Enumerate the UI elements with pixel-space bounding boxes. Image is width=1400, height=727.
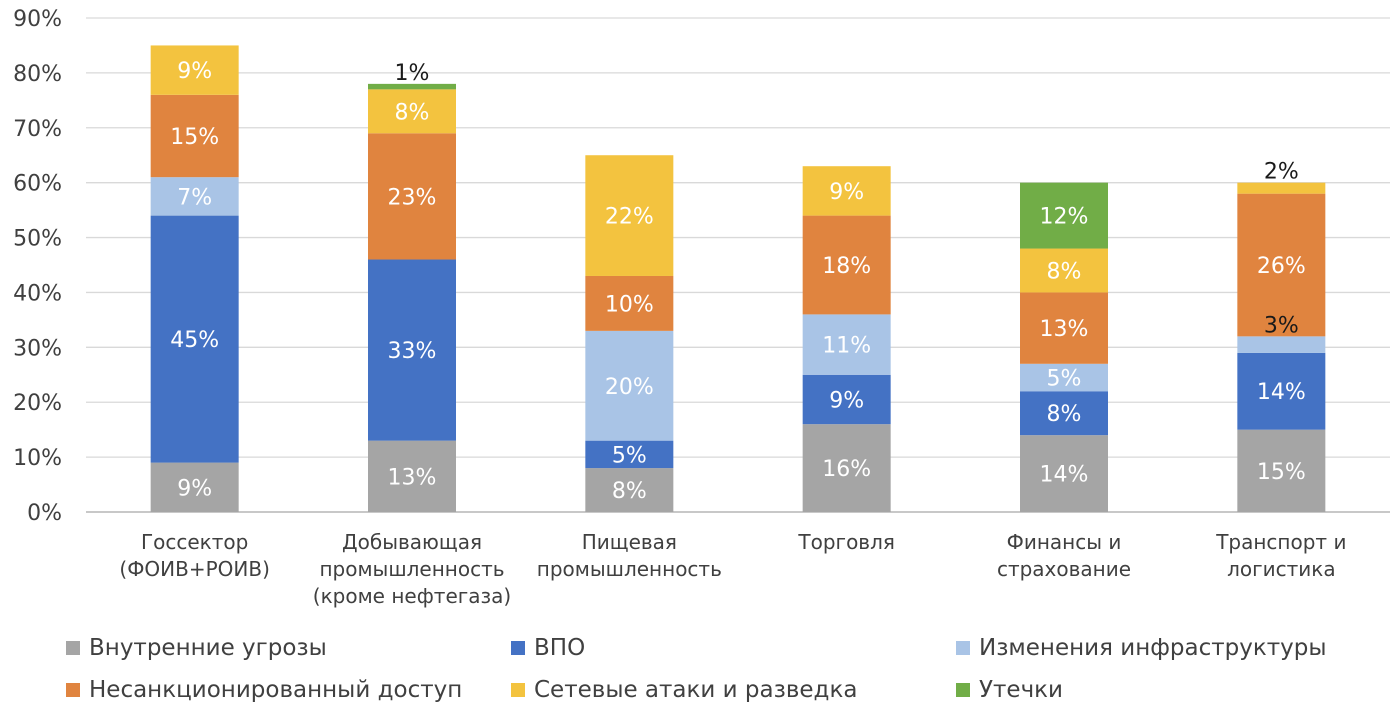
legend-label: Несанкционированный доступ: [89, 677, 463, 703]
legend-swatch: [511, 683, 525, 697]
legend-label: Утечки: [979, 677, 1063, 703]
bar-segment: [802, 215, 891, 315]
bar-segment: [150, 215, 239, 463]
bar-segment: [1020, 391, 1108, 436]
bar-segment: [802, 424, 891, 512]
data-label: 9%: [829, 388, 864, 413]
y-tick-label: 20%: [13, 391, 62, 416]
bar-segment: [585, 468, 674, 512]
data-label: 15%: [1257, 460, 1306, 485]
data-label: 8%: [395, 100, 430, 125]
data-label: 8%: [612, 479, 647, 504]
data-label: 13%: [1040, 317, 1089, 342]
data-label: 9%: [177, 59, 212, 84]
y-tick-label: 80%: [13, 62, 62, 87]
legend-item-malware: ВПО: [511, 633, 585, 663]
bar-segment: [368, 259, 456, 441]
bar-segment: [1020, 248, 1108, 293]
bar-segment: [1020, 292, 1108, 364]
data-label: 22%: [605, 205, 654, 230]
y-tick-label: 60%: [13, 172, 62, 197]
bar-segment: [585, 330, 674, 441]
legend-item-unauthorized-access: Несанкционированный доступ: [66, 675, 462, 705]
bar-segment: [802, 314, 891, 375]
bar-segment: [1020, 363, 1108, 392]
data-label: 12%: [1040, 205, 1089, 230]
data-label: 7%: [177, 185, 212, 210]
bar-segment: [368, 133, 456, 260]
bar-segment: [1237, 182, 1326, 194]
data-label: 1%: [395, 61, 430, 86]
category-label: Добывающая промышленность (кроме нефтегаза…: [313, 530, 511, 608]
category-label: Госсектор (ФОИВ+РОИВ): [119, 530, 270, 581]
category-label: Транспорт и логистика: [1215, 530, 1346, 581]
data-label: 5%: [1047, 367, 1082, 392]
category-label: Пищевая промышленность: [537, 530, 722, 581]
data-label: 8%: [1047, 402, 1082, 427]
data-label: 5%: [612, 443, 647, 468]
data-label: 3%: [1264, 313, 1299, 338]
data-label: 8%: [1047, 259, 1082, 284]
data-label: 45%: [170, 328, 219, 353]
legend-swatch: [956, 683, 970, 697]
y-tick-label: 70%: [13, 117, 62, 142]
legend: Внутренние угрозы ВПО Изменения инфрастр…: [0, 628, 1400, 727]
bar-segment: [1237, 336, 1326, 353]
bar-segment: [1237, 429, 1326, 512]
data-label: 10%: [605, 292, 654, 317]
data-label: 26%: [1257, 254, 1306, 279]
y-tick-label: 10%: [13, 446, 62, 471]
category-label: Финансы и страхование: [997, 530, 1131, 581]
bar-segment: [150, 94, 239, 178]
bar-segment: [150, 177, 239, 216]
bar-segment: [802, 374, 891, 425]
bar-segment: [802, 166, 891, 216]
data-label: 14%: [1257, 380, 1306, 405]
legend-item-network-attacks: Сетевые атаки и разведка: [511, 675, 857, 705]
bar-segment: [368, 89, 456, 134]
bar-segment: [585, 155, 674, 276]
data-label: 18%: [822, 254, 871, 279]
data-label: 20%: [605, 375, 654, 400]
legend-label: ВПО: [534, 635, 586, 661]
data-label: 9%: [829, 180, 864, 205]
data-label: 16%: [822, 457, 871, 482]
data-label: 33%: [388, 339, 437, 364]
y-tick-label: 50%: [13, 227, 62, 252]
bar-segment: [1237, 352, 1326, 430]
legend-item-leaks: Утечки: [956, 675, 1063, 705]
data-label: 2%: [1264, 160, 1299, 185]
bar-segment: [585, 440, 674, 469]
bar-segment: [1020, 435, 1108, 512]
legend-label: Внутренние угрозы: [89, 635, 327, 661]
legend-label: Изменения инфраструктуры: [979, 635, 1327, 661]
category-label: Торговля: [797, 530, 895, 554]
data-label: 23%: [388, 185, 437, 210]
legend-swatch: [511, 641, 525, 655]
y-tick-label: 0%: [27, 501, 62, 526]
bar-segment: [150, 462, 239, 512]
legend-item-internal-threats: Внутренние угрозы: [66, 633, 327, 663]
legend-swatch: [66, 641, 80, 655]
bar-segment: [1020, 182, 1108, 249]
legend-swatch: [956, 641, 970, 655]
legend-label: Сетевые атаки и разведка: [534, 677, 858, 703]
bar-segment: [150, 45, 239, 95]
data-label: 15%: [170, 125, 219, 150]
bar-segment: [585, 275, 674, 331]
bar-segment: [1237, 193, 1326, 337]
bar-segment: [368, 83, 456, 90]
data-label: 11%: [822, 334, 871, 359]
legend-item-infrastructure-changes: Изменения инфраструктуры: [956, 633, 1327, 663]
y-tick-label: 30%: [13, 336, 62, 361]
data-label: 14%: [1040, 463, 1089, 488]
y-tick-label: 40%: [13, 281, 62, 306]
data-label: 9%: [177, 476, 212, 501]
y-tick-label: 90%: [13, 7, 62, 32]
legend-swatch: [66, 683, 80, 697]
data-label: 13%: [388, 465, 437, 490]
bar-segment: [368, 440, 456, 512]
